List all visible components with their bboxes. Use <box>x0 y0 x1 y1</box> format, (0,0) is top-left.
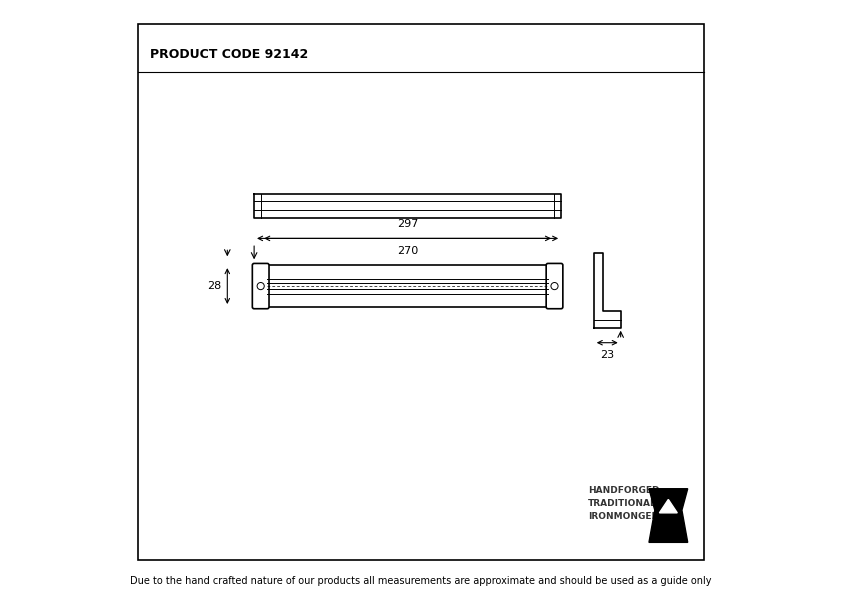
Text: IRONMONGERY: IRONMONGERY <box>588 512 664 521</box>
FancyBboxPatch shape <box>253 263 269 309</box>
Bar <box>267 265 548 307</box>
Text: HANDFORGED: HANDFORGED <box>588 486 659 495</box>
Text: Due to the hand crafted nature of our products all measurements are approximate : Due to the hand crafted nature of our pr… <box>131 576 711 586</box>
Text: PRODUCT CODE 92142: PRODUCT CODE 92142 <box>150 48 308 61</box>
Text: 297: 297 <box>397 219 418 229</box>
Text: TRADITIONAL: TRADITIONAL <box>588 499 657 508</box>
Polygon shape <box>649 489 688 542</box>
FancyBboxPatch shape <box>546 263 562 309</box>
Polygon shape <box>659 499 677 513</box>
Text: 270: 270 <box>397 246 418 256</box>
Text: 23: 23 <box>600 350 615 360</box>
Text: 28: 28 <box>207 281 221 291</box>
